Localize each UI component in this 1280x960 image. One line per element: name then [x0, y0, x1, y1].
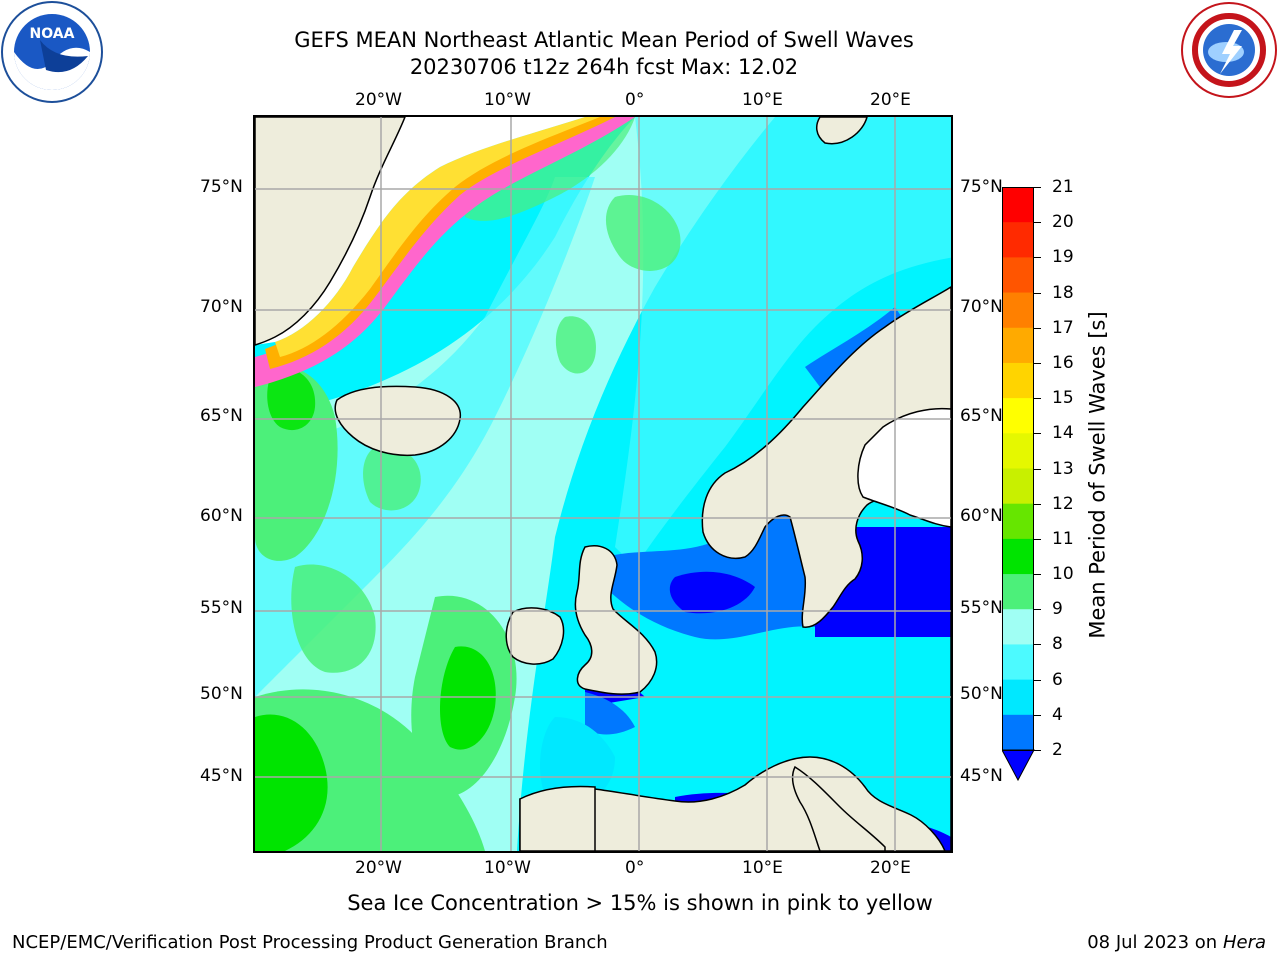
- colorbar-tick-label: 2: [1052, 740, 1063, 760]
- colorbar-tick-mark: [1034, 257, 1041, 259]
- colorbar-tick-label: 16: [1052, 352, 1074, 373]
- lat-label-left-70n: 70°N: [200, 297, 243, 317]
- colorbar-tick-mark: [1034, 503, 1041, 505]
- lat-label-right-50n: 50°N: [960, 684, 1003, 704]
- colorbar-tick-mark: [1034, 609, 1041, 611]
- colorbar-title: Mean Period of Swell Waves [s]: [1086, 311, 1111, 639]
- lat-label-right-65n: 65°N: [960, 406, 1003, 426]
- lat-label-left-50n: 50°N: [200, 684, 243, 704]
- colorbar-tick-label: 4: [1052, 704, 1063, 725]
- colorbar-tick-label: 20: [1052, 212, 1074, 233]
- colorbar-bin: [1002, 187, 1034, 223]
- colorbar-tick-label: 6: [1052, 669, 1063, 690]
- colorbar-tick-label: 15: [1052, 388, 1074, 409]
- colorbar-tick-mark: [1034, 362, 1041, 364]
- colorbar-tick-mark: [1034, 538, 1041, 540]
- lat-label-right-55n: 55°N: [960, 598, 1003, 618]
- noaa-logo-text: NOAA: [30, 26, 75, 42]
- colorbar-bin: [1002, 644, 1034, 681]
- lat-label-right-70n: 70°N: [960, 297, 1003, 317]
- lon-label-bottom-10w: 10°W: [484, 858, 531, 878]
- colorbar-tick-label: 21: [1052, 177, 1074, 197]
- colorbar-tick-label: 18: [1052, 282, 1074, 303]
- lon-label-bottom-10e: 10°E: [742, 858, 783, 878]
- colorbar-tick-label: 19: [1052, 247, 1074, 268]
- colorbar-tick-label: 8: [1052, 634, 1063, 655]
- colorbar-bin: [1002, 327, 1034, 364]
- colorbar-tick-mark: [1034, 187, 1041, 188]
- colorbar-bin: [1002, 468, 1034, 505]
- colorbar: [1001, 187, 1042, 783]
- colorbar-bin: [1002, 362, 1034, 399]
- colorbar-tick-label: 17: [1052, 317, 1074, 338]
- lon-label-bottom-0: 0°: [625, 858, 645, 878]
- chart-subtitle: 20230706 t12z 264h fcst Max: 12.02: [409, 55, 799, 79]
- lon-label-top-20w: 20°W: [355, 90, 402, 110]
- greenland-landmass: [255, 117, 406, 346]
- colorbar-tick-mark: [1034, 750, 1041, 751]
- colorbar-extend-arrow: [1001, 749, 1035, 782]
- lat-label-right-45n: 45°N: [960, 766, 1003, 786]
- colorbar-bin: [1002, 503, 1034, 540]
- colorbar-bin: [1002, 679, 1034, 716]
- lat-label-left-65n: 65°N: [200, 406, 243, 426]
- footer-credit: NCEP/EMC/Verification Post Processing Pr…: [12, 932, 608, 953]
- colorbar-tick-mark: [1034, 468, 1041, 470]
- colorbar-tick-label: 12: [1052, 493, 1074, 514]
- europe-landmass: [519, 286, 951, 851]
- colorbar-tick-mark: [1034, 292, 1041, 294]
- lon-label-top-0: 0°: [625, 90, 645, 110]
- lon-label-bottom-20e: 20°E: [870, 858, 911, 878]
- colorbar-tick-label: 13: [1052, 458, 1074, 479]
- colorbar-bin: [1002, 222, 1034, 258]
- colorbar-tick-mark: [1034, 644, 1041, 646]
- great-britain-landmass: [574, 545, 658, 695]
- footer-date: 08 Jul 2023 on Hera: [1087, 932, 1266, 953]
- colorbar-tick-label: 9: [1052, 599, 1063, 620]
- colorbar-bin: [1002, 714, 1034, 751]
- lat-label-left-60n: 60°N: [200, 506, 243, 526]
- colorbar-tick-label: 11: [1052, 528, 1074, 549]
- colorbar-tick-label: 10: [1052, 564, 1074, 585]
- lat-label-right-60n: 60°N: [960, 506, 1003, 526]
- italy-landmass: [791, 765, 886, 851]
- iberia-landmass: [519, 785, 596, 851]
- fennoscandia-interior: [857, 407, 951, 528]
- iceland-landmass: [334, 385, 461, 457]
- lon-label-top-10w: 10°W: [484, 90, 531, 110]
- land-masses: [255, 117, 951, 851]
- colorbar-bin: [1002, 574, 1034, 610]
- nws-logo: [1178, 0, 1280, 100]
- noaa-logo: NOAA: [0, 0, 104, 104]
- colorbar-bin: [1002, 398, 1034, 434]
- lon-label-bottom-20w: 20°W: [355, 858, 402, 878]
- colorbar-tick-mark: [1034, 714, 1041, 716]
- chart-title: GEFS MEAN Northeast Atlantic Mean Period…: [294, 28, 914, 52]
- lat-label-left-75n: 75°N: [200, 177, 243, 197]
- colorbar-bin: [1002, 292, 1034, 329]
- map-panel: [253, 115, 953, 853]
- lat-label-left-55n: 55°N: [200, 598, 243, 618]
- lat-label-left-45n: 45°N: [200, 766, 243, 786]
- colorbar-bin: [1002, 257, 1034, 294]
- colorbar-tick-mark: [1034, 574, 1041, 576]
- lat-label-right-75n: 75°N: [960, 177, 1003, 197]
- colorbar-tick-mark: [1034, 327, 1041, 329]
- colorbar-bin: [1002, 538, 1034, 575]
- ireland-landmass: [505, 607, 565, 665]
- colorbar-tick-mark: [1034, 222, 1041, 224]
- colorbar-tick-label: 14: [1052, 423, 1074, 444]
- colorbar-tick-mark: [1034, 433, 1041, 435]
- svalbard-landmass: [815, 117, 868, 145]
- lon-label-top-10e: 10°E: [742, 90, 783, 110]
- colorbar-bin: [1002, 609, 1034, 645]
- colorbar-bin: [1002, 433, 1034, 469]
- colorbar-tick-mark: [1034, 679, 1041, 681]
- lon-label-top-20e: 20°E: [870, 90, 911, 110]
- sea-ice-note: Sea Ice Concentration > 15% is shown in …: [347, 891, 933, 915]
- colorbar-tick-mark: [1034, 398, 1041, 400]
- graticule: [255, 117, 951, 851]
